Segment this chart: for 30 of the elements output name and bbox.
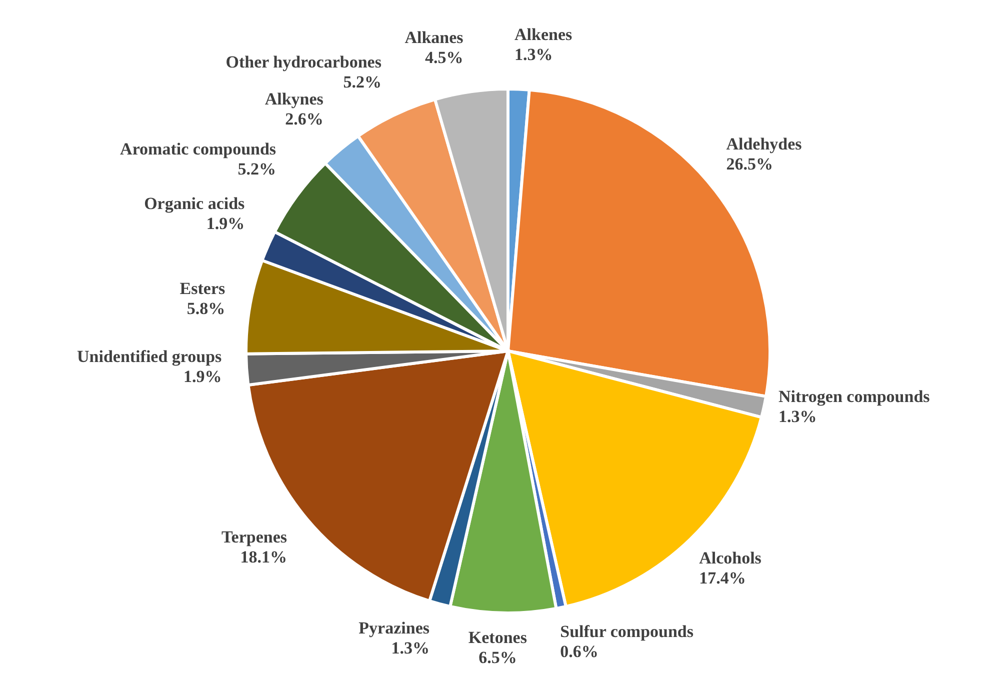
slice-label: Alkenes [514, 25, 572, 44]
data-label: 1.9% [183, 366, 222, 386]
slice-label: Nitrogen compounds [778, 387, 930, 406]
slice-label: Alkanes [404, 28, 464, 47]
data-label: 5.8% [186, 299, 226, 318]
data-label: 1.3% [778, 407, 817, 426]
slice-label: Terpenes [222, 527, 288, 546]
data-label: 1.9% [206, 214, 245, 233]
slice-label: Ketones [468, 628, 528, 647]
data-label: 18.1% [240, 547, 288, 566]
slice-label: Alkynes [264, 90, 324, 109]
slice-label: Esters [180, 279, 226, 298]
data-label: 5.2% [238, 160, 276, 179]
slice-label: Alcohols [699, 548, 762, 568]
slice-label: Unidentified groups [77, 346, 222, 366]
slice-label: Other hydrocarbones [226, 52, 382, 72]
data-label: 17.4% [699, 568, 746, 588]
data-label: 0.6% [560, 642, 598, 662]
data-label: 1.3% [391, 638, 430, 658]
data-label: 1.3% [514, 45, 553, 64]
slice-label: Organic acids [144, 194, 246, 213]
slice-label: Pyrazines [358, 618, 430, 638]
slice-label: Sulfur compounds [560, 622, 694, 642]
data-label: 26.5% [726, 154, 773, 174]
data-label: 2.6% [285, 110, 324, 129]
data-label: 5.2% [343, 72, 382, 92]
slice-label: Aldehydes [726, 134, 802, 154]
data-label: 4.5% [425, 48, 464, 67]
data-label: 6.5% [478, 648, 517, 667]
slice-label: Aromatic compounds [120, 140, 276, 159]
